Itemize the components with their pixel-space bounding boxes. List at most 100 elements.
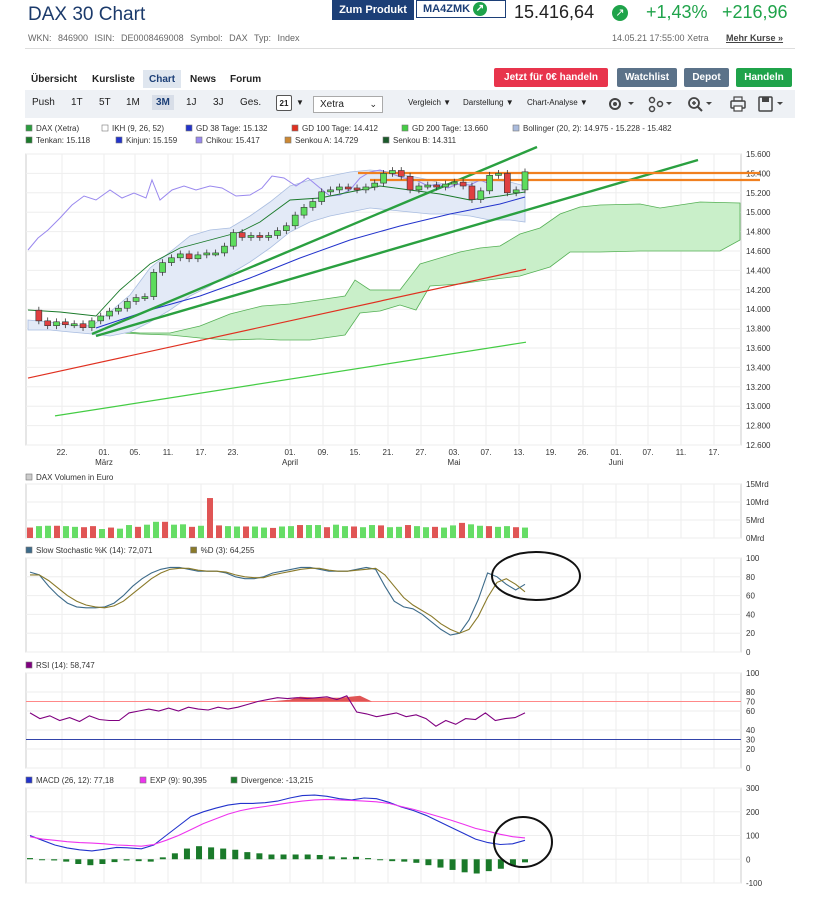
display-dropdown[interactable]: Darstellung ▼ [463, 98, 514, 107]
divergence-bar [485, 859, 492, 872]
tab-news[interactable]: News [190, 73, 217, 85]
divergence-bar [389, 859, 396, 862]
product-button[interactable]: Zum Produkt [332, 0, 414, 20]
tab-chart[interactable]: Chart [143, 70, 182, 88]
price-value: 15.416,64 [514, 2, 595, 22]
range-1m[interactable]: 1M [126, 97, 140, 108]
tab-price-list[interactable]: Kursliste [92, 73, 135, 85]
y-tick-label: 0 [746, 648, 751, 657]
range-3m[interactable]: 3M [152, 95, 174, 110]
range-push[interactable]: Push [32, 97, 55, 108]
divergence-bar [522, 859, 528, 863]
y-tick-label: 15.200 [746, 189, 771, 198]
y-tick-label: 200 [746, 808, 760, 817]
candle [132, 297, 140, 302]
zoom-icon[interactable] [688, 97, 712, 112]
y-tick-label: 13.800 [746, 325, 771, 334]
analysis-dropdown[interactable]: Chart-Analyse ▼ [527, 98, 588, 107]
y-tick-label: 15.000 [746, 208, 771, 217]
y-tick-label: 100 [746, 669, 760, 678]
candle [265, 235, 272, 238]
legend-label: Chikou: 15.417 [206, 136, 260, 145]
rsi-overbought-area [270, 695, 372, 702]
divider [25, 48, 795, 49]
y-tick-label: 60 [746, 592, 755, 601]
legend-label: %D (3): 64,255 [201, 546, 255, 555]
candle [327, 189, 334, 193]
y-tick-label: 300 [746, 784, 760, 793]
candle [450, 181, 458, 185]
product-wkn-link[interactable]: MA4ZMK ↗ [416, 0, 506, 18]
divergence-bar [171, 853, 178, 860]
legend-swatch [190, 546, 197, 554]
candle [106, 310, 113, 317]
range-1y[interactable]: 1J [186, 97, 197, 108]
volume-bar [27, 527, 33, 538]
print-icon[interactable] [730, 96, 746, 112]
x-tick-label: 15. [349, 448, 360, 457]
legend-swatch [185, 124, 193, 132]
volume-bar [261, 527, 267, 538]
legend-swatch [25, 473, 33, 481]
tab-overview[interactable]: Übersicht [31, 73, 78, 85]
divergence-bar [135, 859, 142, 862]
exchange-select[interactable]: Xetra ⌄ [313, 96, 383, 113]
volume-bar [63, 526, 69, 538]
more-quotes-link[interactable]: Mehr Kurse » [726, 33, 784, 43]
volume-bar [216, 525, 222, 538]
x-month-label: Mai [448, 458, 461, 467]
page-title: DAX 30 Chart [28, 4, 146, 25]
candle [44, 320, 51, 326]
compare-dropdown[interactable]: Vergleich ▼ [408, 98, 452, 107]
y-tick-label: 40 [746, 726, 755, 735]
divergence-bar [292, 854, 299, 860]
watchlist-button[interactable]: Watchlist [617, 68, 677, 87]
range-1d[interactable]: 1T [71, 97, 83, 108]
range-5d[interactable]: 5T [99, 97, 111, 108]
chevron-down-icon[interactable]: ▼ [296, 98, 304, 107]
save-icon[interactable] [758, 96, 783, 112]
volume-bar [81, 527, 87, 538]
divergence-bar [461, 859, 468, 873]
volume-bar [387, 527, 393, 538]
divergence-bar [437, 859, 444, 868]
share-icon[interactable] [648, 96, 673, 113]
range-3y[interactable]: 3J [213, 97, 224, 108]
volume-bar [288, 526, 294, 538]
range-all[interactable]: Ges. [240, 97, 262, 108]
y-tick-label: 12.800 [746, 422, 771, 431]
candle [336, 186, 343, 191]
candle [212, 252, 219, 256]
x-tick-label: 09. [317, 448, 328, 457]
divergence-bar [304, 854, 311, 860]
candle [79, 323, 87, 328]
volume-chart: DAX Volumen in Euro 15Mrd 10Mrd 5Mrd 0Mrd [25, 473, 769, 543]
y-tick-label: 14.000 [746, 305, 771, 314]
divergence-bar [244, 852, 251, 860]
price-chart[interactable]: 15.60015.40015.20015.00014.80014.60014.4… [25, 145, 771, 467]
depot-button[interactable]: Depot [684, 68, 729, 87]
y-tick-label: 5Mrd [746, 516, 764, 525]
divergence-bar [208, 847, 215, 860]
x-tick-label: 19. [545, 448, 556, 457]
tab-forum[interactable]: Forum [230, 73, 262, 85]
divergence-bar [352, 856, 359, 860]
divergence-bar [256, 853, 263, 860]
divergence-bar [51, 859, 58, 861]
divergence-bar [509, 859, 516, 866]
trade-button[interactable]: Handeln [736, 68, 792, 87]
volume-bar [135, 526, 141, 538]
calendar-icon[interactable]: 21 [276, 95, 292, 111]
volume-bar [351, 526, 357, 538]
settings-icon[interactable] [609, 98, 634, 110]
y-tick-label: 15Mrd [746, 480, 769, 489]
y-tick-label: 0 [746, 764, 751, 773]
volume-bar [333, 524, 339, 538]
volume-bar [297, 525, 303, 538]
stochastic-chart: 100 80 60 40 20 0 Slow Stochastic %K (14): 72,… [25, 546, 760, 657]
candle [115, 307, 122, 312]
candle [53, 321, 60, 326]
arrow-up-right-icon: ↗ [473, 2, 487, 16]
trade-free-button[interactable]: Jetzt für 0€ handeln [494, 68, 608, 87]
x-tick-label: 01. [610, 448, 621, 457]
